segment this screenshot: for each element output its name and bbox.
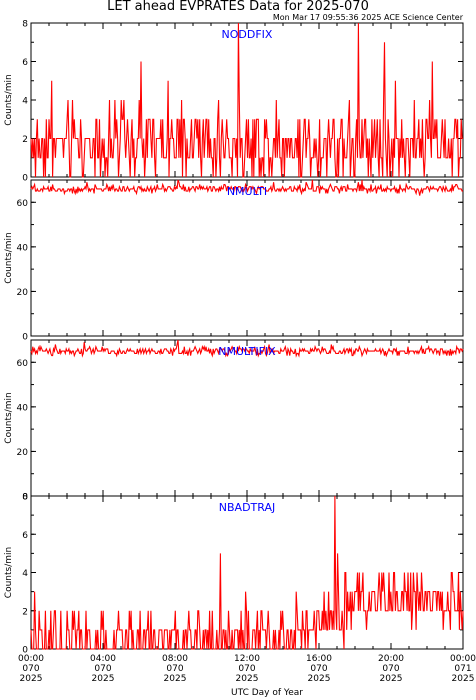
x-tick-label-year: 2025 bbox=[20, 674, 43, 684]
x-tick-label-year: 2025 bbox=[236, 674, 259, 684]
figure-title: LET ahead EVPRATES Data for 2025-070 bbox=[107, 0, 369, 14]
x-tick-label-year: 2025 bbox=[452, 674, 475, 684]
x-tick-label-time: 00:00 bbox=[450, 654, 476, 664]
figure-timestamp: Mon Mar 17 09:55:36 2025 ACE Science Cen… bbox=[273, 13, 464, 22]
x-tick-label-year: 2025 bbox=[308, 674, 331, 684]
x-tick-label-time: 04:00 bbox=[90, 654, 116, 664]
panel-label: NODDFIX bbox=[222, 28, 273, 41]
y-tick-label: 8 bbox=[22, 20, 28, 30]
y-tick-label: 6 bbox=[22, 531, 28, 541]
panels-group: 02468Counts/minNODDFIX0204060Counts/minN… bbox=[4, 20, 464, 656]
x-tick-label-time: 12:00 bbox=[234, 654, 260, 664]
panel-frame bbox=[30, 339, 464, 497]
y-tick-label: 60 bbox=[17, 359, 29, 369]
y-tick-label: 0 bbox=[22, 646, 28, 656]
y-tick-label: 0 bbox=[22, 174, 28, 184]
y-axis-label: Counts/min bbox=[4, 547, 14, 598]
y-axis-label: Counts/min bbox=[4, 392, 14, 443]
y-tick-label: 4 bbox=[22, 97, 28, 107]
panel-frame bbox=[30, 179, 464, 337]
panel-label: NMULTI bbox=[227, 185, 267, 198]
y-tick-label: 6 bbox=[22, 58, 28, 68]
data-series-line bbox=[30, 339, 464, 358]
y-axis-label: Counts/min bbox=[4, 232, 14, 283]
y-tick-label: 2 bbox=[22, 607, 28, 617]
data-series-line bbox=[30, 22, 463, 178]
y-tick-label: 0 bbox=[22, 333, 28, 343]
y-tick-label: 40 bbox=[17, 243, 29, 253]
y-axis-label: Counts/min bbox=[4, 74, 14, 125]
panel-noddfix: 0 2 4 6 8 Counts/min NODDFIX bbox=[4, 20, 464, 184]
x-tick-label-time: 20:00 bbox=[378, 654, 404, 664]
panel-nmulti: 0 20 40 60 Counts/min NMULTI bbox=[4, 179, 464, 343]
data-series-line bbox=[30, 179, 463, 196]
x-tick-label-doy: 070 bbox=[166, 664, 183, 674]
time-axis-labels: 00:00070202504:00070202508:00070202512:0… bbox=[18, 654, 476, 684]
x-tick-label-year: 2025 bbox=[164, 674, 187, 684]
y-tick-label: 20 bbox=[17, 288, 29, 298]
x-tick-label-doy: 070 bbox=[382, 664, 399, 674]
y-tick-label: 8 bbox=[22, 493, 28, 503]
x-tick-label-year: 2025 bbox=[92, 674, 115, 684]
y-tick-label: 60 bbox=[17, 199, 29, 209]
y-tick-label: 2 bbox=[22, 135, 28, 145]
data-series-line bbox=[30, 495, 464, 650]
x-tick-label-time: 00:00 bbox=[18, 654, 44, 664]
panel-nbadtraj: 0 2 4 6 8 Counts/min NBADTRAJ bbox=[4, 493, 464, 656]
y-tick-label: 0 bbox=[22, 493, 28, 503]
x-axis-label: UTC Day of Year bbox=[231, 688, 303, 698]
x-tick-label-doy: 070 bbox=[238, 664, 255, 674]
y-tick-label: 4 bbox=[22, 569, 28, 579]
panel-nmultifix: 0 20 40 60 Counts/min NMULTIFIX bbox=[4, 339, 464, 503]
x-tick-label-time: 08:00 bbox=[162, 654, 188, 664]
x-tick-label-doy: 071 bbox=[454, 664, 471, 674]
y-tick-label: 20 bbox=[17, 448, 29, 458]
x-tick-label-year: 2025 bbox=[380, 674, 403, 684]
x-tick-label-doy: 070 bbox=[22, 664, 39, 674]
panel-label: NMULTIFIX bbox=[218, 345, 276, 358]
x-tick-label-doy: 070 bbox=[94, 664, 111, 674]
panel-label: NBADTRAJ bbox=[219, 501, 275, 514]
x-tick-label-doy: 070 bbox=[310, 664, 327, 674]
x-tick-label-time: 16:00 bbox=[306, 654, 332, 664]
y-tick-label: 40 bbox=[17, 403, 29, 413]
